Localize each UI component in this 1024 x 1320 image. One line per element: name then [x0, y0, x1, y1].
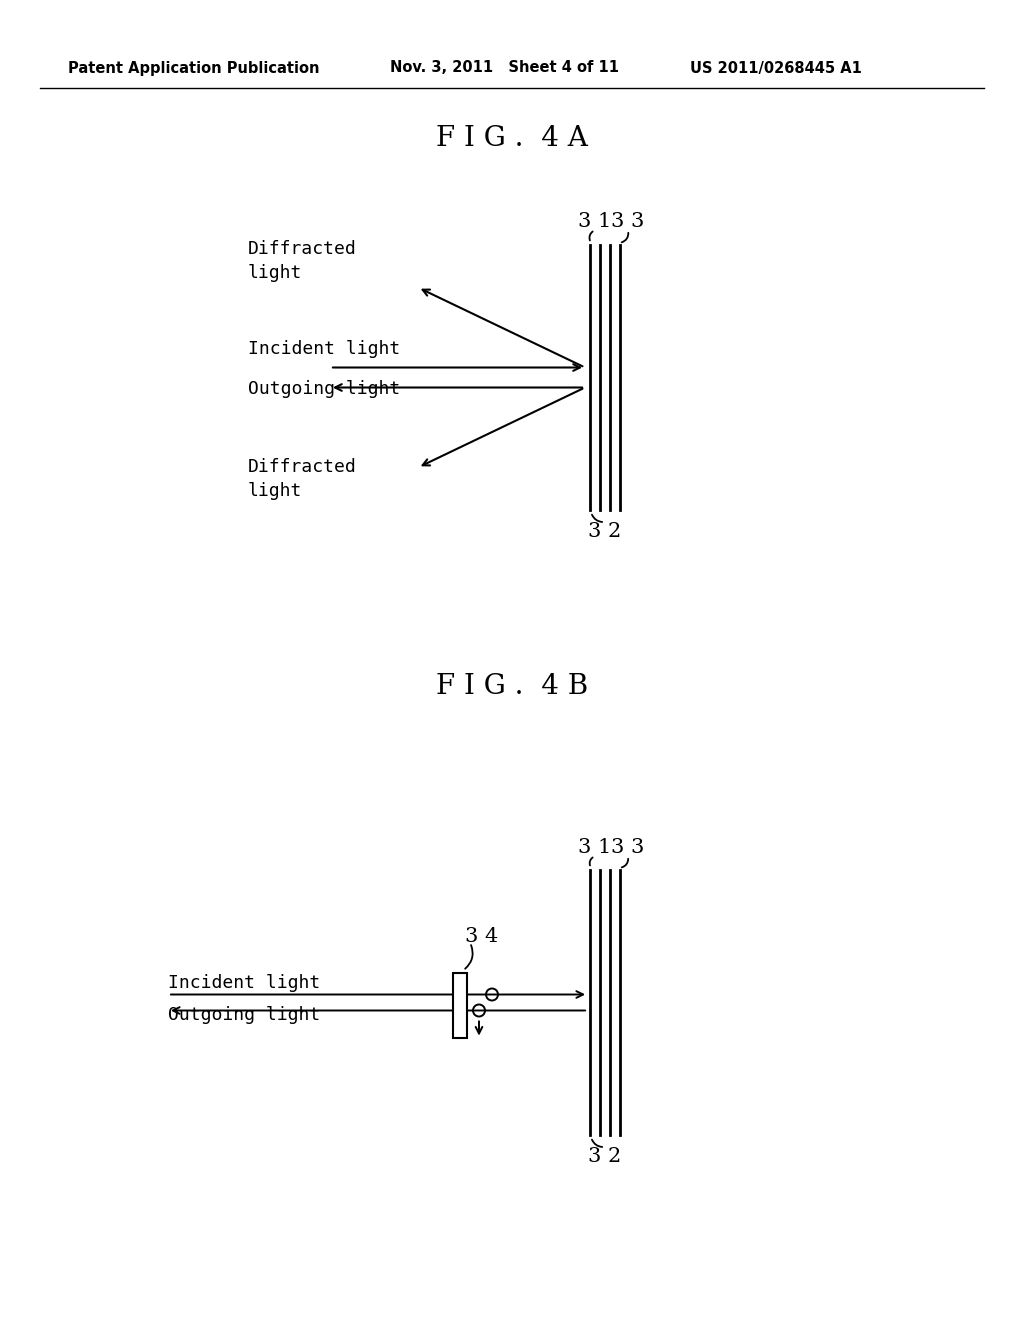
- Text: 3 3: 3 3: [611, 838, 645, 857]
- Text: 3 1: 3 1: [579, 838, 611, 857]
- Text: US 2011/0268445 A1: US 2011/0268445 A1: [690, 61, 862, 75]
- Text: F I G .  4 B: F I G . 4 B: [436, 673, 588, 700]
- Text: light: light: [248, 264, 302, 282]
- Text: 3 1: 3 1: [579, 213, 611, 231]
- Text: Incident light: Incident light: [168, 974, 321, 993]
- Text: Incident light: Incident light: [248, 339, 400, 358]
- Text: Outgoing light: Outgoing light: [168, 1006, 321, 1024]
- Text: 3 2: 3 2: [589, 1147, 622, 1166]
- Text: Diffracted: Diffracted: [248, 458, 356, 475]
- Text: 3 2: 3 2: [589, 521, 622, 541]
- Text: 3 4: 3 4: [465, 928, 499, 946]
- Text: Patent Application Publication: Patent Application Publication: [68, 61, 319, 75]
- Text: F I G .  4 A: F I G . 4 A: [436, 125, 588, 152]
- Bar: [453, 973, 467, 1038]
- Text: Diffracted: Diffracted: [248, 239, 356, 257]
- Text: light: light: [248, 483, 302, 500]
- Text: Outgoing light: Outgoing light: [248, 380, 400, 399]
- Text: Nov. 3, 2011   Sheet 4 of 11: Nov. 3, 2011 Sheet 4 of 11: [390, 61, 618, 75]
- Text: 3 3: 3 3: [611, 213, 645, 231]
